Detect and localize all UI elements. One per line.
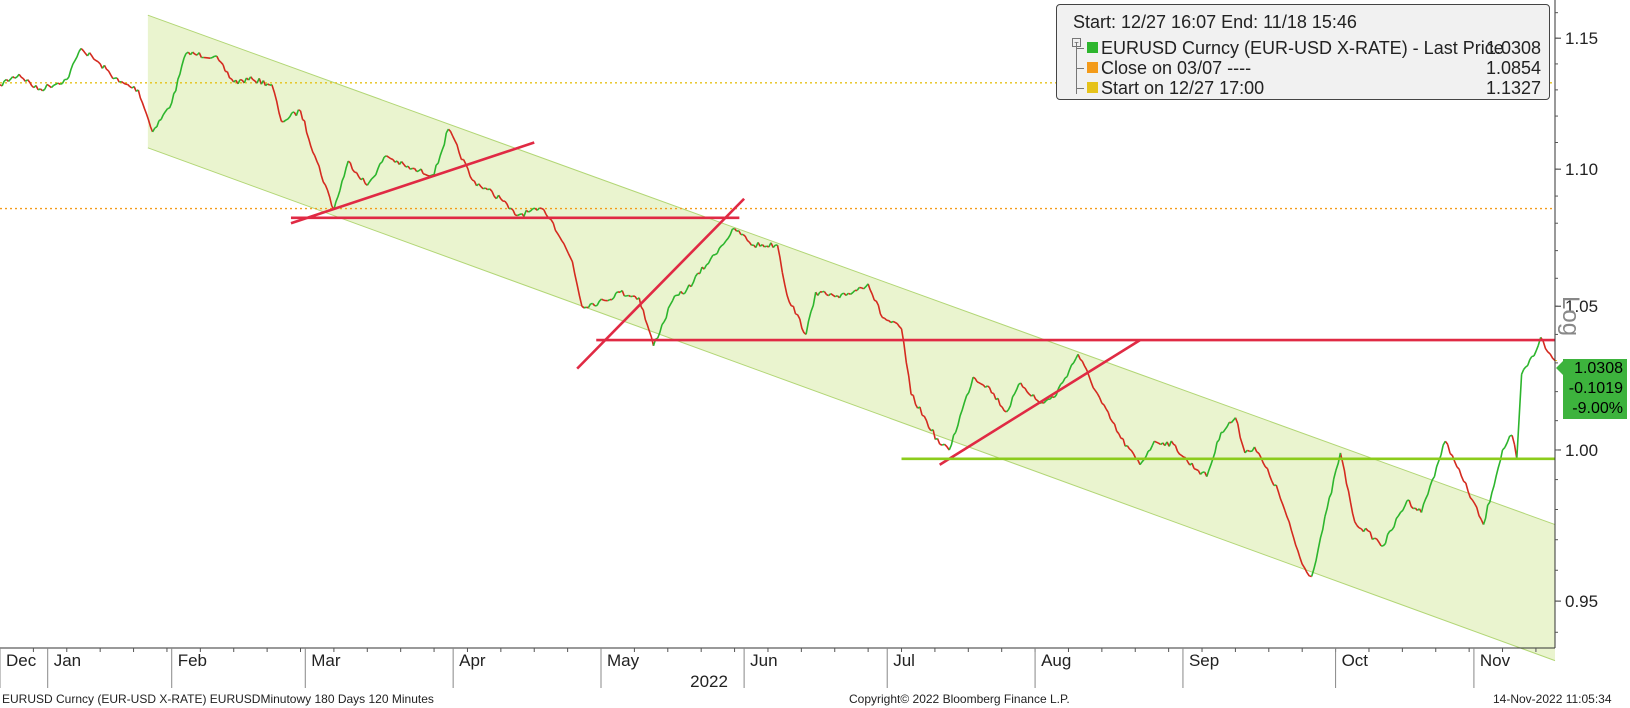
legend-header: Start: 12/27 16:07 End: 11/18 15:46 xyxy=(1073,12,1357,32)
footer-security: EURUSD Curncy (EUR-USD X-RATE) EURUSDMin… xyxy=(2,692,434,706)
legend-row-start[interactable]: Start on 12/27 17:00 1.1327 xyxy=(1087,78,1541,98)
badge-pct: -9.00% xyxy=(1572,400,1623,417)
x-tick-label: Jun xyxy=(750,651,777,670)
badge-pointer xyxy=(1556,360,1564,376)
x-tick-label: Oct xyxy=(1342,651,1369,670)
badge-change: -0.1019 xyxy=(1568,380,1623,397)
legend-swatch xyxy=(1087,82,1098,93)
legend-row-close[interactable]: Close on 03/07 ---- 1.0854 xyxy=(1087,58,1541,78)
legend-label: Start on 12/27 17:00 xyxy=(1101,78,1265,98)
price-series xyxy=(0,47,1557,578)
trend-line xyxy=(938,338,1141,466)
y-tick-label: 1.10 xyxy=(1565,160,1598,179)
footer-timestamp: 14-Nov-2022 11:05:34 xyxy=(1493,692,1612,706)
y-tick-label: 1.15 xyxy=(1565,29,1598,48)
trend-lines xyxy=(290,141,1555,466)
x-tick-label: Aug xyxy=(1041,651,1071,670)
price-line-up xyxy=(1,47,1542,577)
y-tick-label: 1.05 xyxy=(1565,297,1598,316)
legend-label: EURUSD Curncy (EUR-USD X-RATE) - Last Pr… xyxy=(1101,38,1504,58)
x-tick-label: Jul xyxy=(893,651,915,670)
x-tick-label: Jan xyxy=(54,651,81,670)
y-tick-label: 1.00 xyxy=(1565,441,1598,460)
channel-lower-edge xyxy=(147,147,1556,662)
channel-fill xyxy=(147,15,1555,661)
legend-label: Close on 03/07 ---- xyxy=(1101,58,1252,78)
footer-copyright: Copyright© 2022 Bloomberg Finance L.P. xyxy=(849,692,1070,706)
x-tick-label: Feb xyxy=(178,651,207,670)
legend[interactable]: Start: 12/27 16:07 End: 11/18 15:46 − EU… xyxy=(1056,4,1550,100)
log-scale-label: Log xyxy=(1557,296,1584,337)
channel-upper-edge xyxy=(147,14,1556,526)
x-year-label: 2022 xyxy=(690,672,728,691)
axes: 1.15 1.10 1.05 1.00 0.95 Dec Jan Feb Mar Apr May Ju… xyxy=(0,0,1598,691)
legend-value: 1.1327 xyxy=(1485,78,1541,98)
price-line-down xyxy=(0,47,1556,578)
legend-tree-connector xyxy=(1076,42,1086,94)
x-tick-label: Apr xyxy=(459,651,486,670)
legend-row-last-price[interactable]: EURUSD Curncy (EUR-USD X-RATE) - Last Pr… xyxy=(1087,38,1541,58)
trend-line xyxy=(290,141,535,225)
x-tick-label: Mar xyxy=(311,651,341,670)
trend-line xyxy=(576,197,746,370)
legend-swatch xyxy=(1087,42,1098,53)
y-tick-label: 0.95 xyxy=(1565,592,1598,611)
legend-swatch xyxy=(1087,62,1098,73)
trend-channel xyxy=(147,14,1556,662)
legend-value: 1.0854 xyxy=(1485,58,1541,78)
x-tick-label: Dec xyxy=(6,651,37,670)
last-price-badge: 1.0308 -0.1019 -9.00% xyxy=(1563,359,1627,419)
legend-value: 1.0308 xyxy=(1485,38,1541,58)
x-tick-label: Sep xyxy=(1189,651,1219,670)
x-tick-label: May xyxy=(607,651,640,670)
badge-price: 1.0308 xyxy=(1574,360,1623,377)
x-tick-label: Nov xyxy=(1480,651,1511,670)
